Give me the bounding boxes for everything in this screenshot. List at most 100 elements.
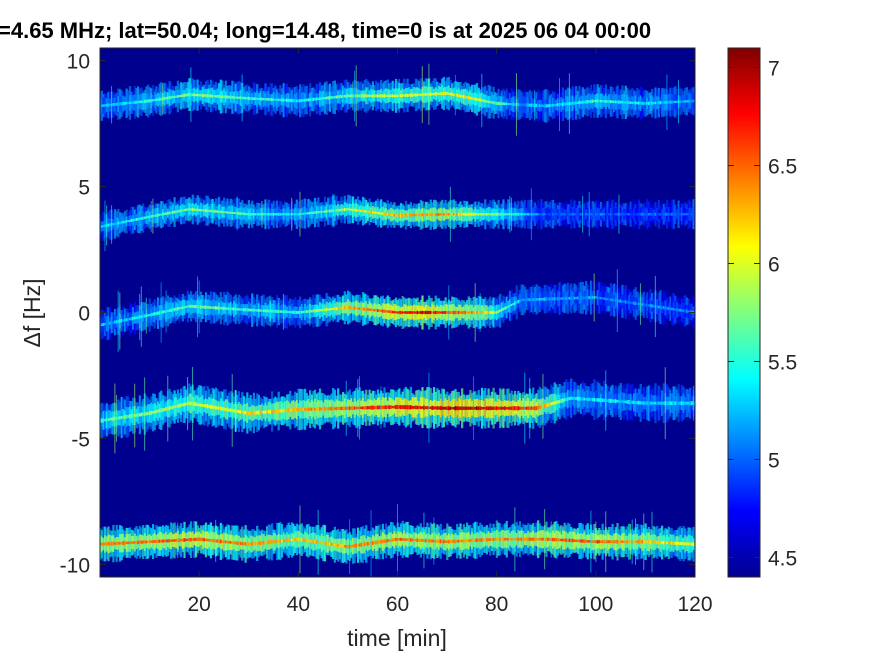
band-core-segment	[633, 213, 636, 216]
band-core-segment	[340, 306, 343, 310]
band-core-segment	[449, 311, 452, 314]
band-core-segment	[446, 91, 449, 95]
band-core-segment	[533, 297, 536, 302]
band-core-segment	[522, 406, 525, 410]
band-core-segment	[335, 307, 338, 311]
band-core-segment	[143, 99, 146, 104]
band-core-segment	[467, 212, 470, 216]
band-core-segment	[259, 97, 262, 101]
band-core-segment	[363, 210, 366, 213]
band-core-segment	[585, 397, 588, 401]
band-streak	[152, 198, 154, 234]
band-core-segment	[480, 310, 483, 315]
band-core-segment	[229, 541, 232, 544]
band-core-segment	[221, 95, 224, 99]
band-core-segment	[249, 97, 252, 100]
band-core-segment	[497, 101, 500, 106]
band-core-segment	[183, 93, 186, 98]
band-core-segment	[247, 96, 250, 101]
band-core-segment	[251, 541, 254, 546]
band-core-segment	[229, 408, 232, 413]
band-core-segment	[571, 296, 574, 300]
band-core-segment	[201, 305, 204, 309]
band-core-segment	[601, 297, 604, 300]
band-core-segment	[328, 96, 331, 100]
band-core-segment	[130, 316, 133, 321]
band-core-segment	[216, 406, 219, 410]
band-core-segment	[216, 539, 219, 543]
band-core-segment	[209, 539, 212, 542]
band-core-segment	[659, 305, 662, 309]
band-core-segment	[591, 397, 594, 402]
band-core-segment	[261, 309, 264, 312]
band-core-segment	[479, 213, 482, 216]
band-core-segment	[241, 542, 244, 545]
band-core-segment	[621, 213, 624, 216]
band-core-segment	[347, 305, 350, 310]
band-core-segment	[279, 98, 282, 102]
band-core-segment	[542, 104, 545, 107]
band-core-segment	[155, 311, 158, 316]
band-core-segment	[451, 92, 454, 97]
band-streak	[236, 196, 238, 231]
band-core-segment	[198, 93, 201, 97]
band-core-segment	[190, 537, 193, 542]
band-core-segment	[507, 102, 510, 106]
band-core-segment	[320, 97, 323, 100]
band-core-segment	[411, 93, 414, 97]
band-core-segment	[489, 406, 492, 411]
band-core-segment	[452, 310, 455, 315]
band-core-segment	[411, 311, 414, 314]
band-core-segment	[404, 213, 407, 217]
band-core-segment	[142, 216, 145, 220]
band-core-segment	[606, 212, 609, 216]
band-core-segment	[373, 541, 376, 545]
band-core-segment	[279, 212, 282, 216]
band-core-segment	[480, 406, 483, 410]
band-core-segment	[388, 405, 391, 410]
band-core-segment	[492, 212, 495, 216]
band-core-segment	[208, 538, 211, 542]
band-core-segment	[221, 407, 224, 411]
band-core-segment	[281, 98, 284, 102]
band-core-segment	[170, 211, 173, 214]
band-core-segment	[148, 540, 151, 544]
band-streak	[119, 292, 121, 350]
band-core-segment	[193, 93, 196, 97]
band-core-segment	[613, 100, 616, 104]
band-core-segment	[287, 310, 290, 314]
band-core-segment	[264, 309, 267, 313]
band-core-segment	[580, 101, 583, 104]
band-core-segment	[517, 102, 520, 107]
band-core-segment	[623, 399, 626, 404]
band-core-segment	[489, 311, 492, 314]
band-core-segment	[690, 310, 693, 314]
band-core-segment	[657, 401, 660, 405]
band-streak	[421, 66, 423, 124]
band-core-segment	[211, 94, 214, 98]
band-core-segment	[550, 297, 553, 301]
band-core-segment	[441, 92, 444, 96]
band-core-segment	[247, 212, 250, 216]
band-core-segment	[497, 406, 500, 410]
band-core-segment	[218, 94, 221, 98]
band-core-segment	[276, 309, 279, 314]
band-core-segment	[162, 539, 165, 543]
band-core-segment	[408, 405, 411, 410]
band-core-segment	[590, 398, 593, 401]
band-core-segment	[267, 410, 270, 414]
band-core-segment	[624, 400, 627, 404]
band-core-segment	[381, 212, 384, 215]
band-core-segment	[206, 538, 209, 542]
band-core-segment	[231, 307, 234, 311]
band-core-segment	[130, 218, 133, 223]
band-core-segment	[603, 297, 606, 300]
band-core-segment	[459, 212, 462, 216]
band-core-segment	[499, 212, 502, 216]
band-core-segment	[133, 218, 136, 221]
band-core-segment	[667, 401, 670, 406]
band-core-segment	[502, 307, 505, 311]
band-core-segment	[624, 213, 627, 216]
band-core-segment	[685, 213, 688, 216]
band-core-segment	[234, 96, 237, 99]
